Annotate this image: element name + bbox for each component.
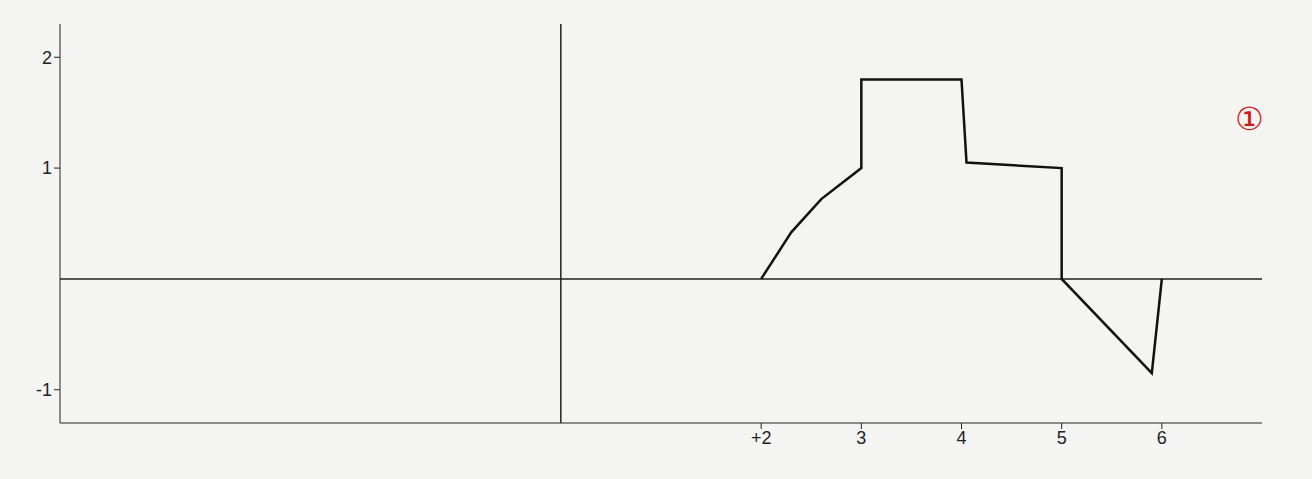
svg-text:2: 2: [42, 48, 52, 68]
svg-text:4: 4: [956, 428, 966, 448]
svg-text:6: 6: [1157, 428, 1167, 448]
html-text:①: ①: [1235, 101, 1264, 137]
svg-text:-1: -1: [36, 380, 52, 400]
svg-text:+2: +2: [751, 428, 772, 448]
svg-text:5: 5: [1057, 428, 1067, 448]
svg-text:3: 3: [856, 428, 866, 448]
svg-text:1: 1: [42, 158, 52, 178]
